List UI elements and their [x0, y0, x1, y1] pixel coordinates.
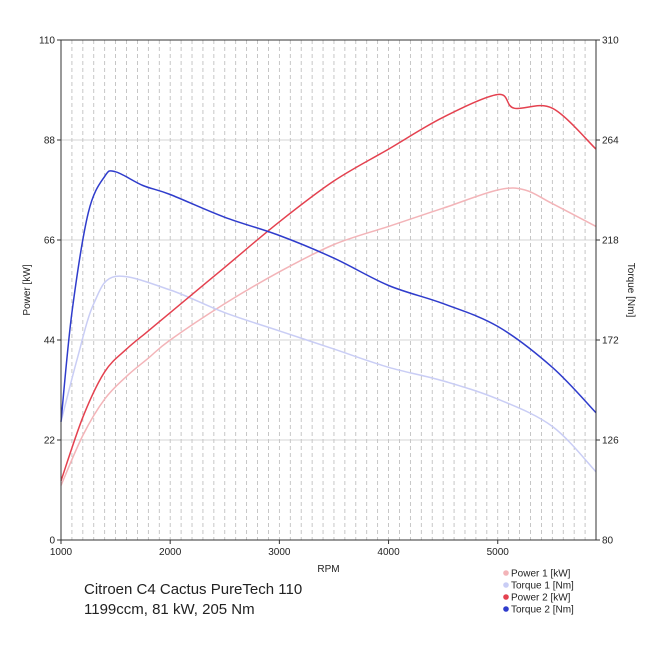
y-axis-left-label: Power [kW] [22, 264, 33, 315]
right-tick-label: 126 [602, 436, 619, 447]
plot-area [61, 40, 596, 540]
right-tick-label: 80 [602, 536, 614, 547]
power-2-line [60, 93, 597, 482]
legend-label: Torque 1 [Nm] [511, 581, 574, 592]
left-tick-label: 110 [39, 36, 55, 47]
y-axis-right-label: Torque [Nm] [625, 263, 636, 318]
left-tick-label: 44 [44, 336, 56, 347]
caption-title: Citroen C4 Cactus PureTech 110 [84, 581, 303, 598]
legend-marker [503, 582, 509, 588]
left-tick-label: 22 [44, 436, 56, 447]
x-tick-label: 5000 [487, 547, 510, 558]
legend-label: Torque 2 [Nm] [511, 605, 574, 616]
left-tick-label: 88 [44, 136, 56, 147]
right-tick-label: 172 [602, 336, 619, 347]
left-tick-label: 66 [44, 236, 56, 247]
x-axis-label: RPM [317, 564, 339, 575]
legend-marker [503, 570, 509, 576]
x-tick-label: 4000 [377, 547, 400, 558]
legend-label: Power 2 [kW] [511, 593, 571, 604]
x-tick-label: 2000 [159, 547, 182, 558]
right-tick-label: 218 [602, 236, 619, 247]
torque-1-line [60, 275, 597, 473]
chart-caption: Citroen C4 Cactus PureTech 110 1199ccm, … [84, 580, 302, 620]
right-tick-label: 310 [602, 36, 619, 47]
legend-label: Power 1 [kW] [511, 569, 571, 580]
legend-marker [503, 606, 509, 612]
x-tick-label: 1000 [50, 547, 73, 558]
left-tick-label: 0 [49, 536, 55, 547]
caption-specs: 1199ccm, 81 kW, 205 Nm [84, 601, 255, 618]
legend-marker [503, 594, 509, 600]
x-tick-label: 3000 [268, 547, 291, 558]
power-1-line [60, 187, 597, 486]
torque-2-line [60, 170, 597, 422]
right-tick-label: 264 [602, 136, 619, 147]
plot-frame [60, 39, 597, 541]
